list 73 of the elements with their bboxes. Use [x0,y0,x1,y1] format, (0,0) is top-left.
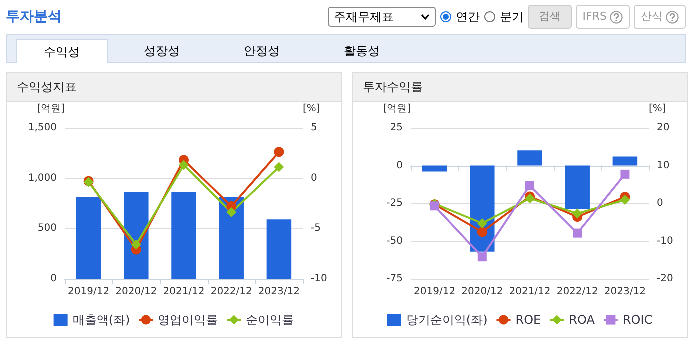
x-tick-label: 2019/12 [68,286,110,298]
point [572,208,583,219]
point [477,218,488,229]
point [526,181,534,190]
text: 주재무제표 [334,8,394,26]
y2-tick-label: -5 [311,223,321,234]
y-tick-label: 1,500 [28,122,57,134]
legend-label: 영업이익률 [158,313,218,327]
chart-title: 수익성지표 [7,73,341,102]
point [131,240,142,250]
y-tick-label: -25 [386,198,403,209]
legend-label: 순이익률 [246,313,294,327]
point [274,162,284,172]
bar [172,192,196,279]
x-tick-label: 2020/12 [462,286,504,298]
y2-tick-label: 5 [311,122,318,134]
x-tick-label: 2022/12 [556,286,598,298]
point [226,208,237,218]
text: 안정성 [243,43,281,60]
x-tick-label: 2021/12 [509,286,551,298]
text: 성장성 [143,43,181,60]
legend-label: ROA [569,313,596,327]
y-tick-label: 0 [396,160,403,172]
y2-tick-label: 0 [657,198,664,209]
y-axis-title: [억원] [37,104,66,114]
y2-tick-label: -20 [657,274,674,284]
point [179,160,189,170]
point [573,228,582,238]
y-tick-label: -75 [386,274,403,284]
y-tick-label: 25 [390,122,403,134]
y2-axis-title: [%] [649,104,666,114]
y-tick-label: -50 [386,236,403,247]
legend-label: ROIC [622,313,653,327]
text: 검색 [528,5,572,29]
point [620,170,630,179]
bar [219,197,244,279]
y2-tick-label: 10 [657,160,670,172]
legend-label: ROE [516,313,542,327]
x-tick-label: 2021/12 [163,286,205,298]
point [477,227,488,238]
x-tick-label: 2023/12 [604,286,646,298]
text: 연간 [456,8,480,26]
y2-tick-label: -10 [657,236,674,247]
text: 수익성 [16,39,108,63]
bar [518,150,542,166]
bar [76,197,102,279]
chart-title: 투자수익률 [353,73,687,102]
bar [612,156,638,166]
y2-tick-label: -10 [311,274,328,284]
y2-tick-label: 0 [311,172,318,184]
text: 분기 [500,8,524,26]
bar [266,220,292,279]
y2-tick-label: 20 [657,122,670,134]
text: 활동성 [343,43,381,60]
text: 투자분석 [6,8,62,26]
x-tick-label: 2023/12 [258,286,300,298]
y-axis-title: [억원] [383,104,412,114]
text: IFRS [576,5,630,29]
bar [565,166,590,210]
x-tick-label: 2020/12 [116,286,158,298]
y2-axis-title: [%] [303,104,320,114]
y-tick-label: 500 [38,223,57,234]
x-tick-label: 2022/12 [210,286,252,298]
text: 산식 [634,5,686,29]
y-tick-label: 0 [50,274,57,284]
y-tick-label: 1,000 [28,172,57,184]
x-tick-label: 2019/12 [414,286,456,298]
legend-label: 매출액(좌) [72,313,130,327]
point [274,147,284,158]
legend-label: 당기순이익(좌) [406,313,488,327]
bar [422,166,448,172]
point [620,195,630,206]
point [478,252,487,262]
